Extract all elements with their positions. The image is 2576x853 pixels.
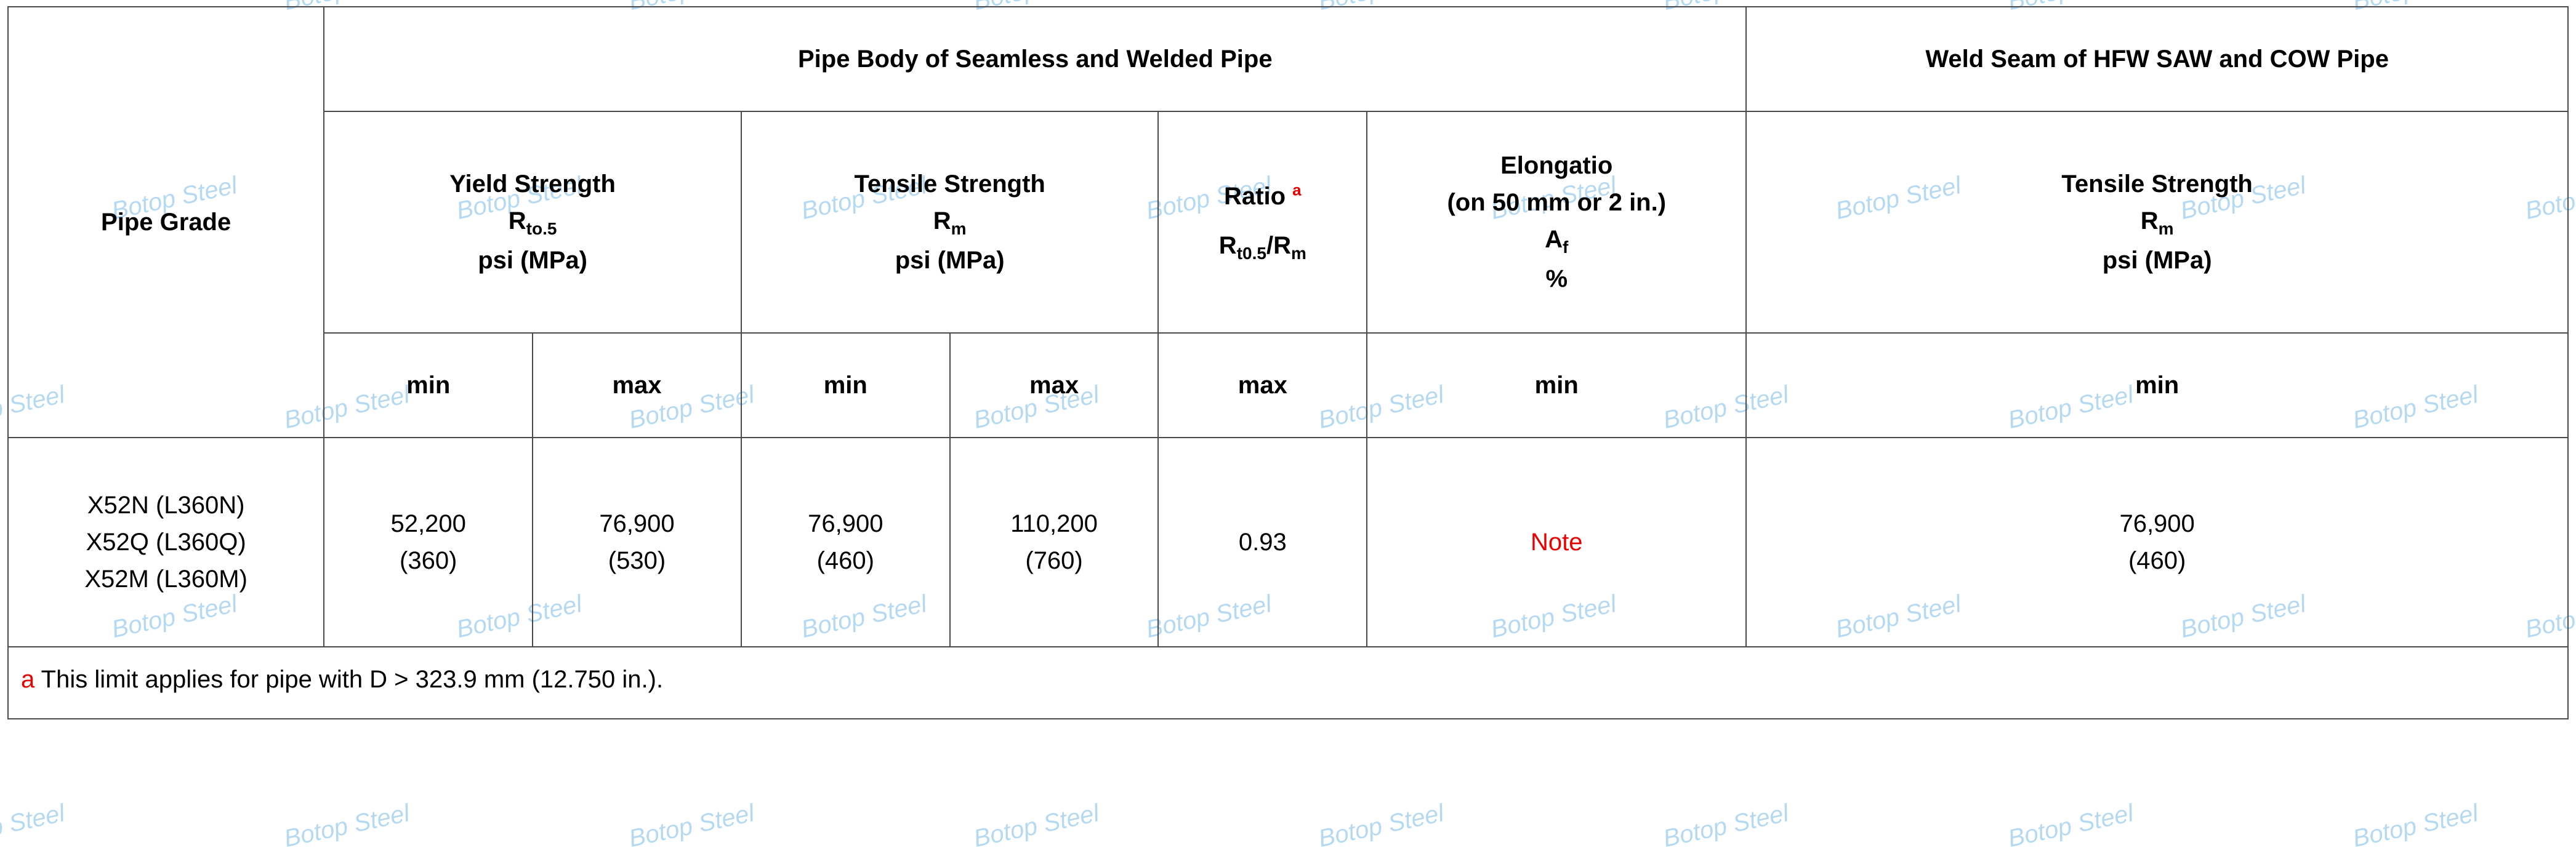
footnote-mark: a <box>21 666 34 693</box>
header-yield-max: max <box>533 333 741 438</box>
ratio-right-r: R <box>1273 232 1291 259</box>
weld-tensile-symbol: Rm <box>1752 202 2562 242</box>
watermark-text: Botop Steel <box>2351 799 2481 853</box>
yield-max-mpa: (530) <box>538 542 736 579</box>
ratio-label: Ratio <box>1224 183 1286 210</box>
header-ratio-max: max <box>1158 333 1367 438</box>
header-elongation: Elongatio (on 50 mm or 2 in.) Af % <box>1367 111 1746 333</box>
ratio-left-sub: t0.5 <box>1237 244 1266 263</box>
elong-line1: Elongatio <box>1372 147 1741 184</box>
watermark-text: Botop Steel <box>627 799 757 853</box>
table-container: Pipe Grade Pipe Body of Seamless and Wel… <box>0 0 2576 726</box>
weld-tensile-unit: psi (MPa) <box>1752 242 2562 279</box>
header-ratio: Ratio a Rt0.5/Rm <box>1158 111 1367 333</box>
header-pipe-grade: Pipe Grade <box>8 7 324 438</box>
watermark-text: Botop Steel <box>1316 799 1447 853</box>
yield-min-mpa: (360) <box>329 542 527 579</box>
tensile-min-psi: 76,900 <box>747 505 944 542</box>
watermark-text: Botop Steel <box>0 799 67 853</box>
cell-tensile-min: 76,900 (460) <box>741 438 950 647</box>
tensile-symbol-sub: m <box>951 219 967 238</box>
yield-max-psi: 76,900 <box>538 505 736 542</box>
header-weld-min: min <box>1746 333 2568 438</box>
tensile-symbol: Rm <box>747 202 1153 242</box>
elong-note: Note <box>1531 529 1583 556</box>
watermark-text: Botop Steel <box>972 799 1102 853</box>
header-weld-tensile: Tensile Strength Rm psi (MPa) <box>1746 111 2568 333</box>
header-elong-min: min <box>1367 333 1746 438</box>
ratio-left-r: R <box>1219 232 1237 259</box>
elong-symbol-a: A <box>1545 226 1563 253</box>
header-yield-min: min <box>324 333 533 438</box>
elong-symbol-sub: f <box>1563 238 1568 257</box>
yield-unit: psi (MPa) <box>329 242 736 279</box>
yield-symbol: Rto.5 <box>329 202 736 242</box>
header-weld-seam: Weld Seam of HFW SAW and COW Pipe <box>1746 7 2568 111</box>
weld-min-mpa: (460) <box>1752 542 2562 579</box>
tensile-max-mpa: (760) <box>956 542 1153 579</box>
elong-line2: (on 50 mm or 2 in.) <box>1372 184 1741 221</box>
grade-line-1: X52Q (L360Q) <box>14 524 318 561</box>
tensile-label: Tensile Strength <box>747 166 1153 202</box>
watermark-text: Botop Steel <box>2006 799 2136 853</box>
ratio-label-line: Ratio a <box>1164 178 1361 215</box>
weld-tensile-sub: m <box>2159 219 2174 238</box>
header-tensile-strength: Tensile Strength Rm psi (MPa) <box>741 111 1159 333</box>
ratio-right-sub: m <box>1291 244 1306 263</box>
yield-symbol-sub: to.5 <box>526 219 557 238</box>
cell-ratio-max: 0.93 <box>1158 438 1367 647</box>
footnote-text: This limit applies for pipe with D > 323… <box>34 666 663 693</box>
pipe-spec-table: Pipe Grade Pipe Body of Seamless and Wel… <box>7 6 2569 719</box>
cell-yield-max: 76,900 (530) <box>533 438 741 647</box>
yield-min-psi: 52,200 <box>329 505 527 542</box>
watermark-text: Botop Steel <box>1661 799 1792 853</box>
cell-grade: X52N (L360N) X52Q (L360Q) X52M (L360M) <box>8 438 324 647</box>
elong-symbol: Af <box>1372 221 1741 260</box>
yield-symbol-r: R <box>509 207 526 234</box>
tensile-unit: psi (MPa) <box>747 242 1153 279</box>
watermark-text: Botop Steel <box>282 799 413 853</box>
footnote-cell: a This limit applies for pipe with D > 3… <box>8 647 2568 719</box>
cell-tensile-max: 110,200 (760) <box>950 438 1159 647</box>
yield-label: Yield Strength <box>329 166 736 202</box>
ratio-expr: Rt0.5/Rm <box>1164 227 1361 266</box>
weld-tensile-label: Tensile Strength <box>1752 166 2562 202</box>
ratio-slash: / <box>1266 232 1273 259</box>
grade-line-0: X52N (L360N) <box>14 487 318 524</box>
tensile-symbol-r: R <box>933 207 951 234</box>
header-tensile-max: max <box>950 333 1159 438</box>
tensile-max-psi: 110,200 <box>956 505 1153 542</box>
weld-min-psi: 76,900 <box>1752 505 2562 542</box>
weld-tensile-r: R <box>2141 207 2159 234</box>
header-yield-strength: Yield Strength Rto.5 psi (MPa) <box>324 111 741 333</box>
grade-line-2: X52M (L360M) <box>14 561 318 598</box>
cell-weld-tensile-min: 76,900 (460) <box>1746 438 2568 647</box>
header-pipe-body: Pipe Body of Seamless and Welded Pipe <box>324 7 1746 111</box>
cell-elong-min: Note <box>1367 438 1746 647</box>
header-tensile-min: min <box>741 333 950 438</box>
elong-unit: % <box>1372 260 1741 297</box>
tensile-min-mpa: (460) <box>747 542 944 579</box>
ratio-footnote-mark: a <box>1292 181 1301 199</box>
cell-yield-min: 52,200 (360) <box>324 438 533 647</box>
